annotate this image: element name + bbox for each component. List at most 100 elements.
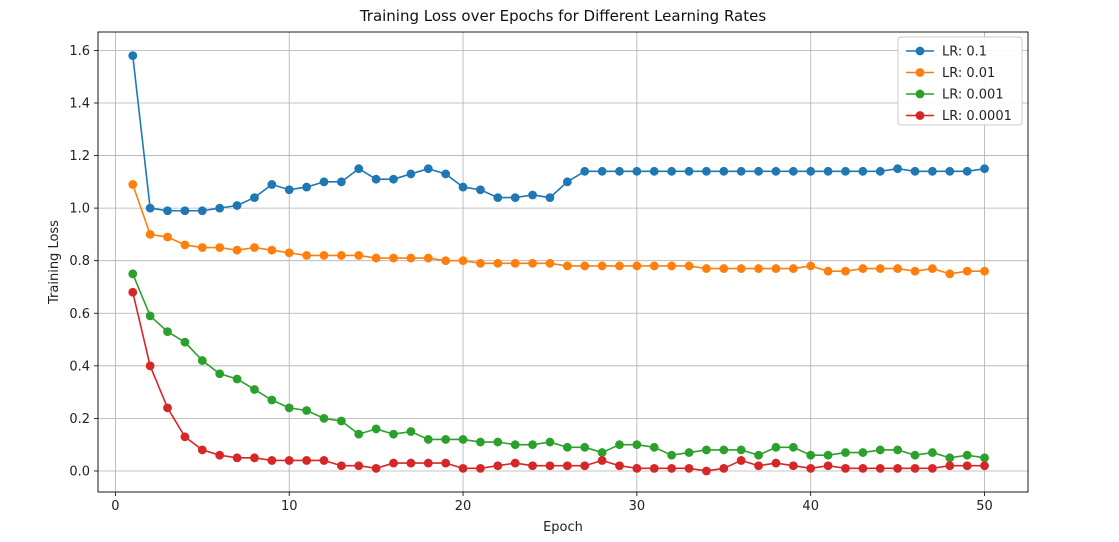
data-point bbox=[371, 253, 381, 263]
data-point bbox=[875, 445, 885, 455]
data-point bbox=[858, 463, 868, 473]
data-point bbox=[441, 256, 451, 266]
data-point bbox=[580, 442, 590, 452]
data-point bbox=[389, 429, 398, 439]
data-point bbox=[336, 177, 346, 187]
data-point bbox=[875, 463, 885, 473]
data-point bbox=[493, 437, 503, 447]
data-point bbox=[180, 432, 190, 442]
data-point bbox=[389, 174, 398, 184]
data-point bbox=[510, 440, 520, 450]
data-point bbox=[215, 369, 225, 379]
data-point bbox=[858, 166, 868, 176]
y-tick-label: 0.2 bbox=[69, 412, 90, 427]
data-point bbox=[545, 258, 555, 268]
data-point bbox=[806, 450, 816, 460]
x-tick-label: 20 bbox=[455, 499, 472, 514]
data-point bbox=[858, 264, 868, 273]
data-point bbox=[736, 166, 746, 176]
y-tick-label: 0.6 bbox=[69, 307, 90, 322]
data-point bbox=[615, 440, 624, 450]
x-tick-label: 30 bbox=[629, 499, 646, 514]
data-point bbox=[684, 448, 694, 457]
legend-label: LR: 0.0001 bbox=[942, 109, 1012, 124]
data-point bbox=[632, 463, 642, 473]
legend-entry: LR: 0.0001 bbox=[906, 109, 1012, 124]
grid bbox=[98, 32, 1028, 492]
data-point bbox=[754, 166, 763, 176]
data-point bbox=[423, 458, 433, 468]
data-point bbox=[250, 453, 259, 463]
data-point bbox=[232, 453, 242, 463]
data-point bbox=[476, 437, 485, 447]
plot-frame bbox=[97, 31, 1029, 493]
legend-marker bbox=[915, 46, 925, 56]
data-point bbox=[354, 251, 364, 260]
data-point bbox=[788, 264, 798, 273]
data-point bbox=[980, 453, 989, 463]
data-point bbox=[215, 243, 225, 252]
data-point bbox=[667, 166, 677, 176]
data-point bbox=[945, 269, 955, 279]
data-point bbox=[371, 463, 381, 473]
y-tick-label: 1.0 bbox=[69, 202, 90, 217]
data-point bbox=[267, 180, 277, 189]
x-axis-label: Epoch bbox=[543, 520, 583, 535]
data-point bbox=[667, 463, 677, 473]
data-point bbox=[302, 251, 311, 260]
data-point bbox=[823, 461, 833, 471]
data-point bbox=[128, 269, 138, 279]
data-point bbox=[389, 458, 398, 468]
data-point bbox=[788, 442, 798, 452]
legend-marker bbox=[915, 68, 925, 77]
data-point bbox=[667, 450, 677, 460]
data-point bbox=[250, 385, 259, 394]
data-point bbox=[406, 169, 416, 179]
data-point bbox=[806, 261, 816, 271]
chart-title: Training Loss over Epochs for Different … bbox=[359, 7, 767, 25]
data-point bbox=[841, 448, 850, 457]
data-point bbox=[354, 461, 364, 471]
data-point bbox=[458, 435, 468, 444]
data-point bbox=[910, 463, 920, 473]
data-point bbox=[684, 463, 694, 473]
data-point bbox=[232, 245, 242, 255]
data-point bbox=[841, 463, 850, 473]
data-point bbox=[893, 164, 903, 174]
data-point bbox=[389, 253, 398, 263]
data-point bbox=[649, 442, 659, 452]
data-point bbox=[615, 461, 624, 471]
legend-label: LR: 0.01 bbox=[942, 66, 995, 81]
data-point bbox=[806, 463, 816, 473]
data-point bbox=[163, 232, 172, 242]
data-point bbox=[336, 416, 346, 426]
data-point bbox=[980, 266, 989, 276]
data-point bbox=[441, 169, 451, 179]
data-point bbox=[927, 448, 937, 457]
data-point bbox=[667, 261, 677, 271]
x-tick-label: 50 bbox=[976, 499, 993, 514]
data-point bbox=[562, 442, 572, 452]
data-point bbox=[493, 461, 503, 471]
data-point bbox=[806, 166, 816, 176]
data-point bbox=[719, 445, 729, 455]
legend-entry: LR: 0.001 bbox=[906, 88, 1004, 103]
data-point bbox=[284, 456, 294, 465]
data-point bbox=[423, 253, 433, 263]
x-tick-label: 40 bbox=[802, 499, 819, 514]
data-point bbox=[962, 166, 972, 176]
data-point bbox=[771, 264, 781, 273]
data-point bbox=[719, 166, 729, 176]
data-point bbox=[927, 264, 937, 273]
data-point bbox=[771, 458, 781, 468]
data-point bbox=[267, 245, 277, 255]
data-point bbox=[702, 166, 711, 176]
data-point bbox=[302, 456, 311, 465]
data-point bbox=[145, 361, 155, 371]
data-point bbox=[910, 450, 920, 460]
data-point bbox=[197, 445, 207, 455]
legend-entry: LR: 0.01 bbox=[906, 66, 995, 81]
data-point bbox=[927, 166, 937, 176]
